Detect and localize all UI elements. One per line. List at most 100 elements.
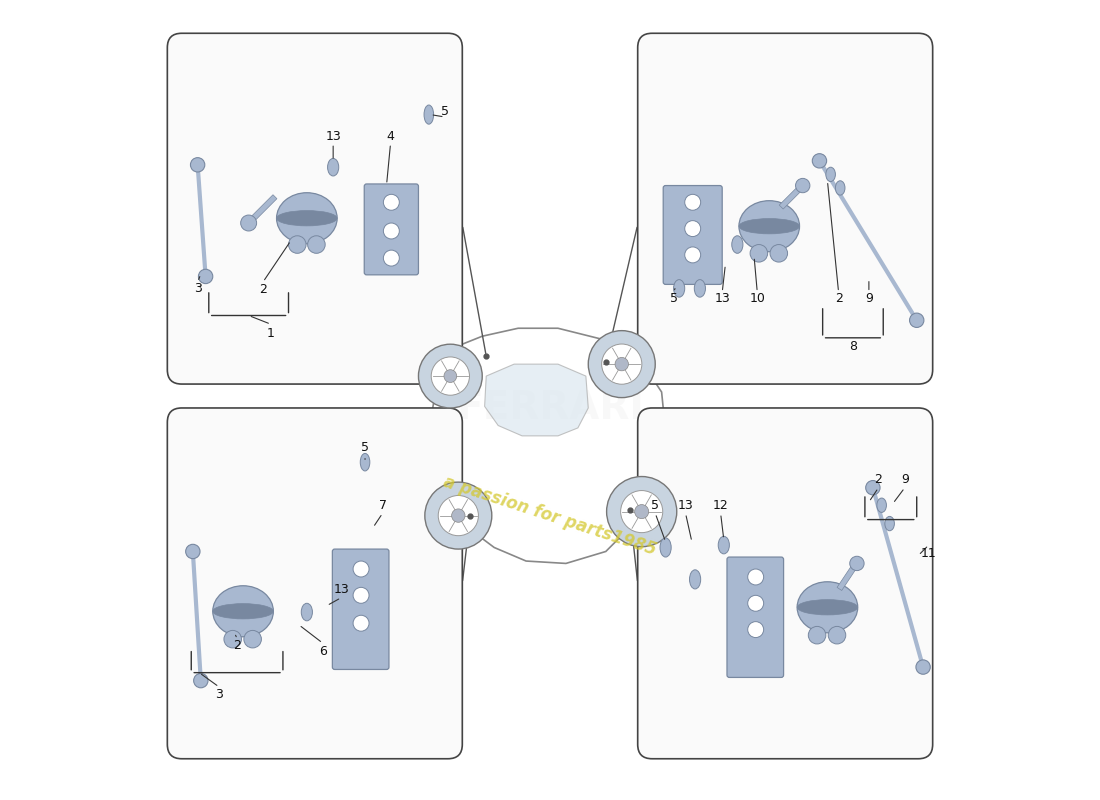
Circle shape: [353, 561, 369, 577]
Circle shape: [438, 495, 478, 536]
FancyBboxPatch shape: [638, 34, 933, 384]
Ellipse shape: [660, 538, 671, 557]
Ellipse shape: [718, 536, 729, 554]
Circle shape: [244, 630, 262, 648]
Circle shape: [588, 330, 656, 398]
Text: 13: 13: [714, 292, 730, 306]
Circle shape: [606, 477, 676, 546]
Circle shape: [750, 245, 768, 262]
Ellipse shape: [694, 280, 705, 297]
Circle shape: [384, 194, 399, 210]
Ellipse shape: [361, 454, 370, 471]
Text: FERRARI: FERRARI: [456, 389, 644, 427]
Circle shape: [288, 236, 306, 254]
Ellipse shape: [877, 498, 887, 513]
Text: 8: 8: [849, 340, 857, 353]
Circle shape: [425, 482, 492, 549]
Text: 3: 3: [194, 282, 201, 295]
Ellipse shape: [301, 603, 312, 621]
Circle shape: [795, 178, 810, 193]
Ellipse shape: [276, 210, 337, 226]
Ellipse shape: [673, 280, 684, 297]
Text: 10: 10: [749, 292, 766, 306]
Text: 4: 4: [386, 130, 395, 143]
Circle shape: [916, 660, 931, 674]
Circle shape: [684, 194, 701, 210]
Ellipse shape: [328, 158, 339, 176]
Text: 9: 9: [901, 474, 909, 486]
Circle shape: [615, 358, 628, 371]
Text: 11: 11: [921, 546, 936, 559]
Text: 5: 5: [441, 105, 449, 118]
Circle shape: [850, 556, 865, 570]
Text: 7: 7: [378, 498, 386, 512]
Circle shape: [748, 569, 763, 585]
Circle shape: [452, 509, 465, 522]
Circle shape: [308, 236, 326, 254]
Ellipse shape: [884, 516, 894, 530]
Ellipse shape: [739, 201, 800, 252]
Circle shape: [186, 544, 200, 558]
Circle shape: [353, 615, 369, 631]
Ellipse shape: [424, 105, 433, 124]
Ellipse shape: [212, 604, 274, 619]
Text: 12: 12: [713, 498, 728, 512]
Circle shape: [748, 622, 763, 638]
FancyBboxPatch shape: [663, 186, 723, 285]
Circle shape: [198, 270, 212, 284]
Text: 2: 2: [233, 639, 241, 652]
Ellipse shape: [739, 218, 800, 234]
Circle shape: [602, 344, 641, 384]
Polygon shape: [430, 328, 666, 563]
Circle shape: [866, 481, 880, 495]
FancyArrow shape: [249, 194, 277, 222]
Ellipse shape: [826, 167, 835, 182]
FancyArrow shape: [837, 563, 858, 590]
Ellipse shape: [212, 586, 274, 637]
Text: 13: 13: [333, 583, 349, 596]
Circle shape: [353, 587, 369, 603]
Text: 5: 5: [361, 442, 368, 454]
Circle shape: [431, 357, 470, 395]
Text: 2: 2: [874, 474, 882, 486]
Ellipse shape: [835, 181, 845, 195]
Ellipse shape: [732, 236, 742, 254]
FancyBboxPatch shape: [167, 408, 462, 758]
FancyBboxPatch shape: [727, 557, 783, 678]
FancyBboxPatch shape: [364, 184, 418, 275]
Ellipse shape: [798, 600, 858, 615]
Circle shape: [684, 247, 701, 263]
Circle shape: [384, 223, 399, 239]
Text: 2: 2: [260, 283, 267, 297]
Text: 6: 6: [319, 645, 327, 658]
Circle shape: [808, 626, 826, 644]
FancyArrow shape: [779, 185, 803, 209]
Circle shape: [241, 215, 256, 231]
Circle shape: [444, 370, 456, 382]
FancyBboxPatch shape: [638, 408, 933, 758]
Circle shape: [620, 490, 662, 533]
Circle shape: [828, 626, 846, 644]
Circle shape: [635, 505, 649, 518]
Ellipse shape: [690, 570, 701, 589]
Circle shape: [684, 221, 701, 237]
FancyBboxPatch shape: [167, 34, 462, 384]
Circle shape: [770, 245, 788, 262]
FancyBboxPatch shape: [332, 549, 389, 670]
Circle shape: [748, 595, 763, 611]
Text: 13: 13: [678, 498, 693, 512]
Text: 1: 1: [267, 327, 275, 340]
Text: 5: 5: [651, 498, 659, 512]
Circle shape: [910, 313, 924, 327]
Ellipse shape: [276, 193, 337, 244]
Circle shape: [194, 674, 208, 688]
Ellipse shape: [798, 582, 858, 633]
Text: 13: 13: [326, 130, 341, 143]
Circle shape: [190, 158, 205, 172]
Text: a passion for parts1985: a passion for parts1985: [441, 473, 659, 558]
Text: 2: 2: [835, 292, 843, 306]
Text: 9: 9: [865, 292, 872, 306]
Circle shape: [224, 630, 242, 648]
Polygon shape: [485, 364, 588, 436]
Circle shape: [812, 154, 826, 168]
